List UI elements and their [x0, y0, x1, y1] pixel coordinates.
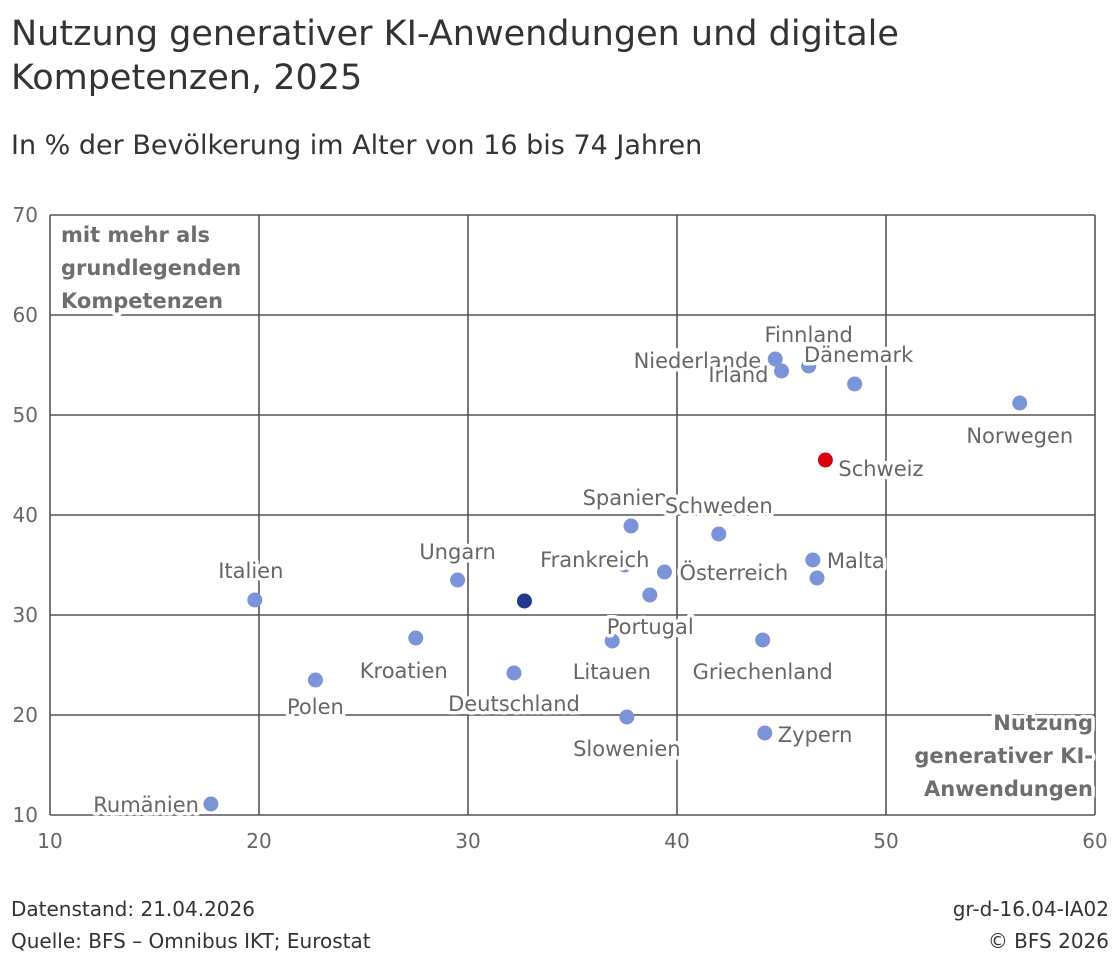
- point-label: Griechenland: [693, 660, 833, 684]
- point-label: Zypern: [778, 723, 853, 747]
- y-tick-label: 10: [13, 803, 38, 827]
- data-point: [307, 672, 323, 688]
- x-tick-label: 60: [1082, 829, 1107, 850]
- chart-subtitle: In % der Bevölkerung im Alter von 16 bis…: [11, 130, 703, 161]
- point-label: Italien: [218, 559, 283, 583]
- data-point-reference: [516, 593, 532, 609]
- x-tick-label: 20: [246, 829, 271, 850]
- data-point: [847, 376, 863, 392]
- data-point: [450, 572, 466, 588]
- data-point: [805, 552, 821, 568]
- data-point: [809, 570, 825, 586]
- data-point: [642, 587, 658, 603]
- point-label: Spanien: [583, 486, 668, 510]
- footer-code: gr-d-16.04-IA02: [952, 897, 1109, 921]
- point-label: Polen: [287, 695, 344, 719]
- point-label: Finnland: [764, 323, 852, 347]
- data-point: [604, 633, 620, 649]
- x-tick-label: 10: [37, 829, 62, 850]
- data-point: [506, 665, 522, 681]
- data-point: [1012, 395, 1028, 411]
- data-point: [247, 592, 263, 608]
- x-tick-label: 40: [664, 829, 689, 850]
- point-label: Deutschland: [448, 692, 580, 716]
- x-axis-label: Nutzung generativer KI-Anwendungen: [914, 711, 1093, 801]
- data-point-highlight: [817, 452, 833, 468]
- y-tick-label: 30: [13, 603, 38, 627]
- point-label: Portugal: [607, 615, 694, 639]
- scatter-chart: 10 20 30 40 50 60 70 10 20 30 40 50 60 Rumänien Itali…: [13, 203, 1108, 850]
- data-point: [755, 632, 771, 648]
- y-tick-label: 20: [13, 703, 38, 727]
- data-point: [408, 630, 424, 646]
- point-label: Dänemark: [804, 343, 914, 367]
- x-tick-label: 30: [455, 829, 480, 850]
- y-axis-label: mit mehr als grundlegenden Kompetenzen: [61, 223, 241, 313]
- point-label: Ungarn: [419, 540, 495, 564]
- point-label: Malta: [827, 549, 885, 573]
- data-point: [767, 351, 783, 367]
- data-point: [801, 358, 817, 374]
- data-point: [656, 564, 672, 580]
- y-tick-label: 60: [13, 303, 38, 327]
- point-label: Österreich: [679, 560, 788, 585]
- chart-title: Nutzung generativer KI-Anwendungen und d…: [11, 14, 899, 98]
- point-label: Litauen: [573, 660, 651, 684]
- data-point: [617, 557, 633, 573]
- y-tick-label: 40: [13, 503, 38, 527]
- data-point: [619, 709, 635, 725]
- footer-source: Quelle: BFS – Omnibus IKT; Eurostat: [11, 929, 371, 953]
- point-label: Slowenien: [573, 737, 680, 761]
- data-point: [774, 363, 789, 379]
- y-tick-label: 50: [13, 403, 38, 427]
- point-label: Schweiz: [838, 457, 923, 481]
- data-point: [711, 526, 727, 542]
- x-tick-label: 50: [873, 829, 898, 850]
- point-label: Norwegen: [966, 424, 1073, 448]
- point-label: Rumänien: [93, 793, 199, 817]
- point-label: Irland: [708, 363, 768, 387]
- point-label: Niederlande: [634, 349, 762, 373]
- data-point: [203, 796, 219, 812]
- point-label: Schweden: [665, 494, 773, 518]
- point-label: Frankreich: [540, 548, 649, 572]
- point-label: Kroatien: [360, 659, 448, 683]
- data-point: [757, 725, 773, 741]
- footer-copyright: © BFS 2026: [987, 929, 1109, 953]
- data-point: [623, 518, 639, 534]
- y-tick-label: 70: [13, 203, 38, 227]
- footer-date: Datenstand: 21.04.2026: [11, 897, 255, 921]
